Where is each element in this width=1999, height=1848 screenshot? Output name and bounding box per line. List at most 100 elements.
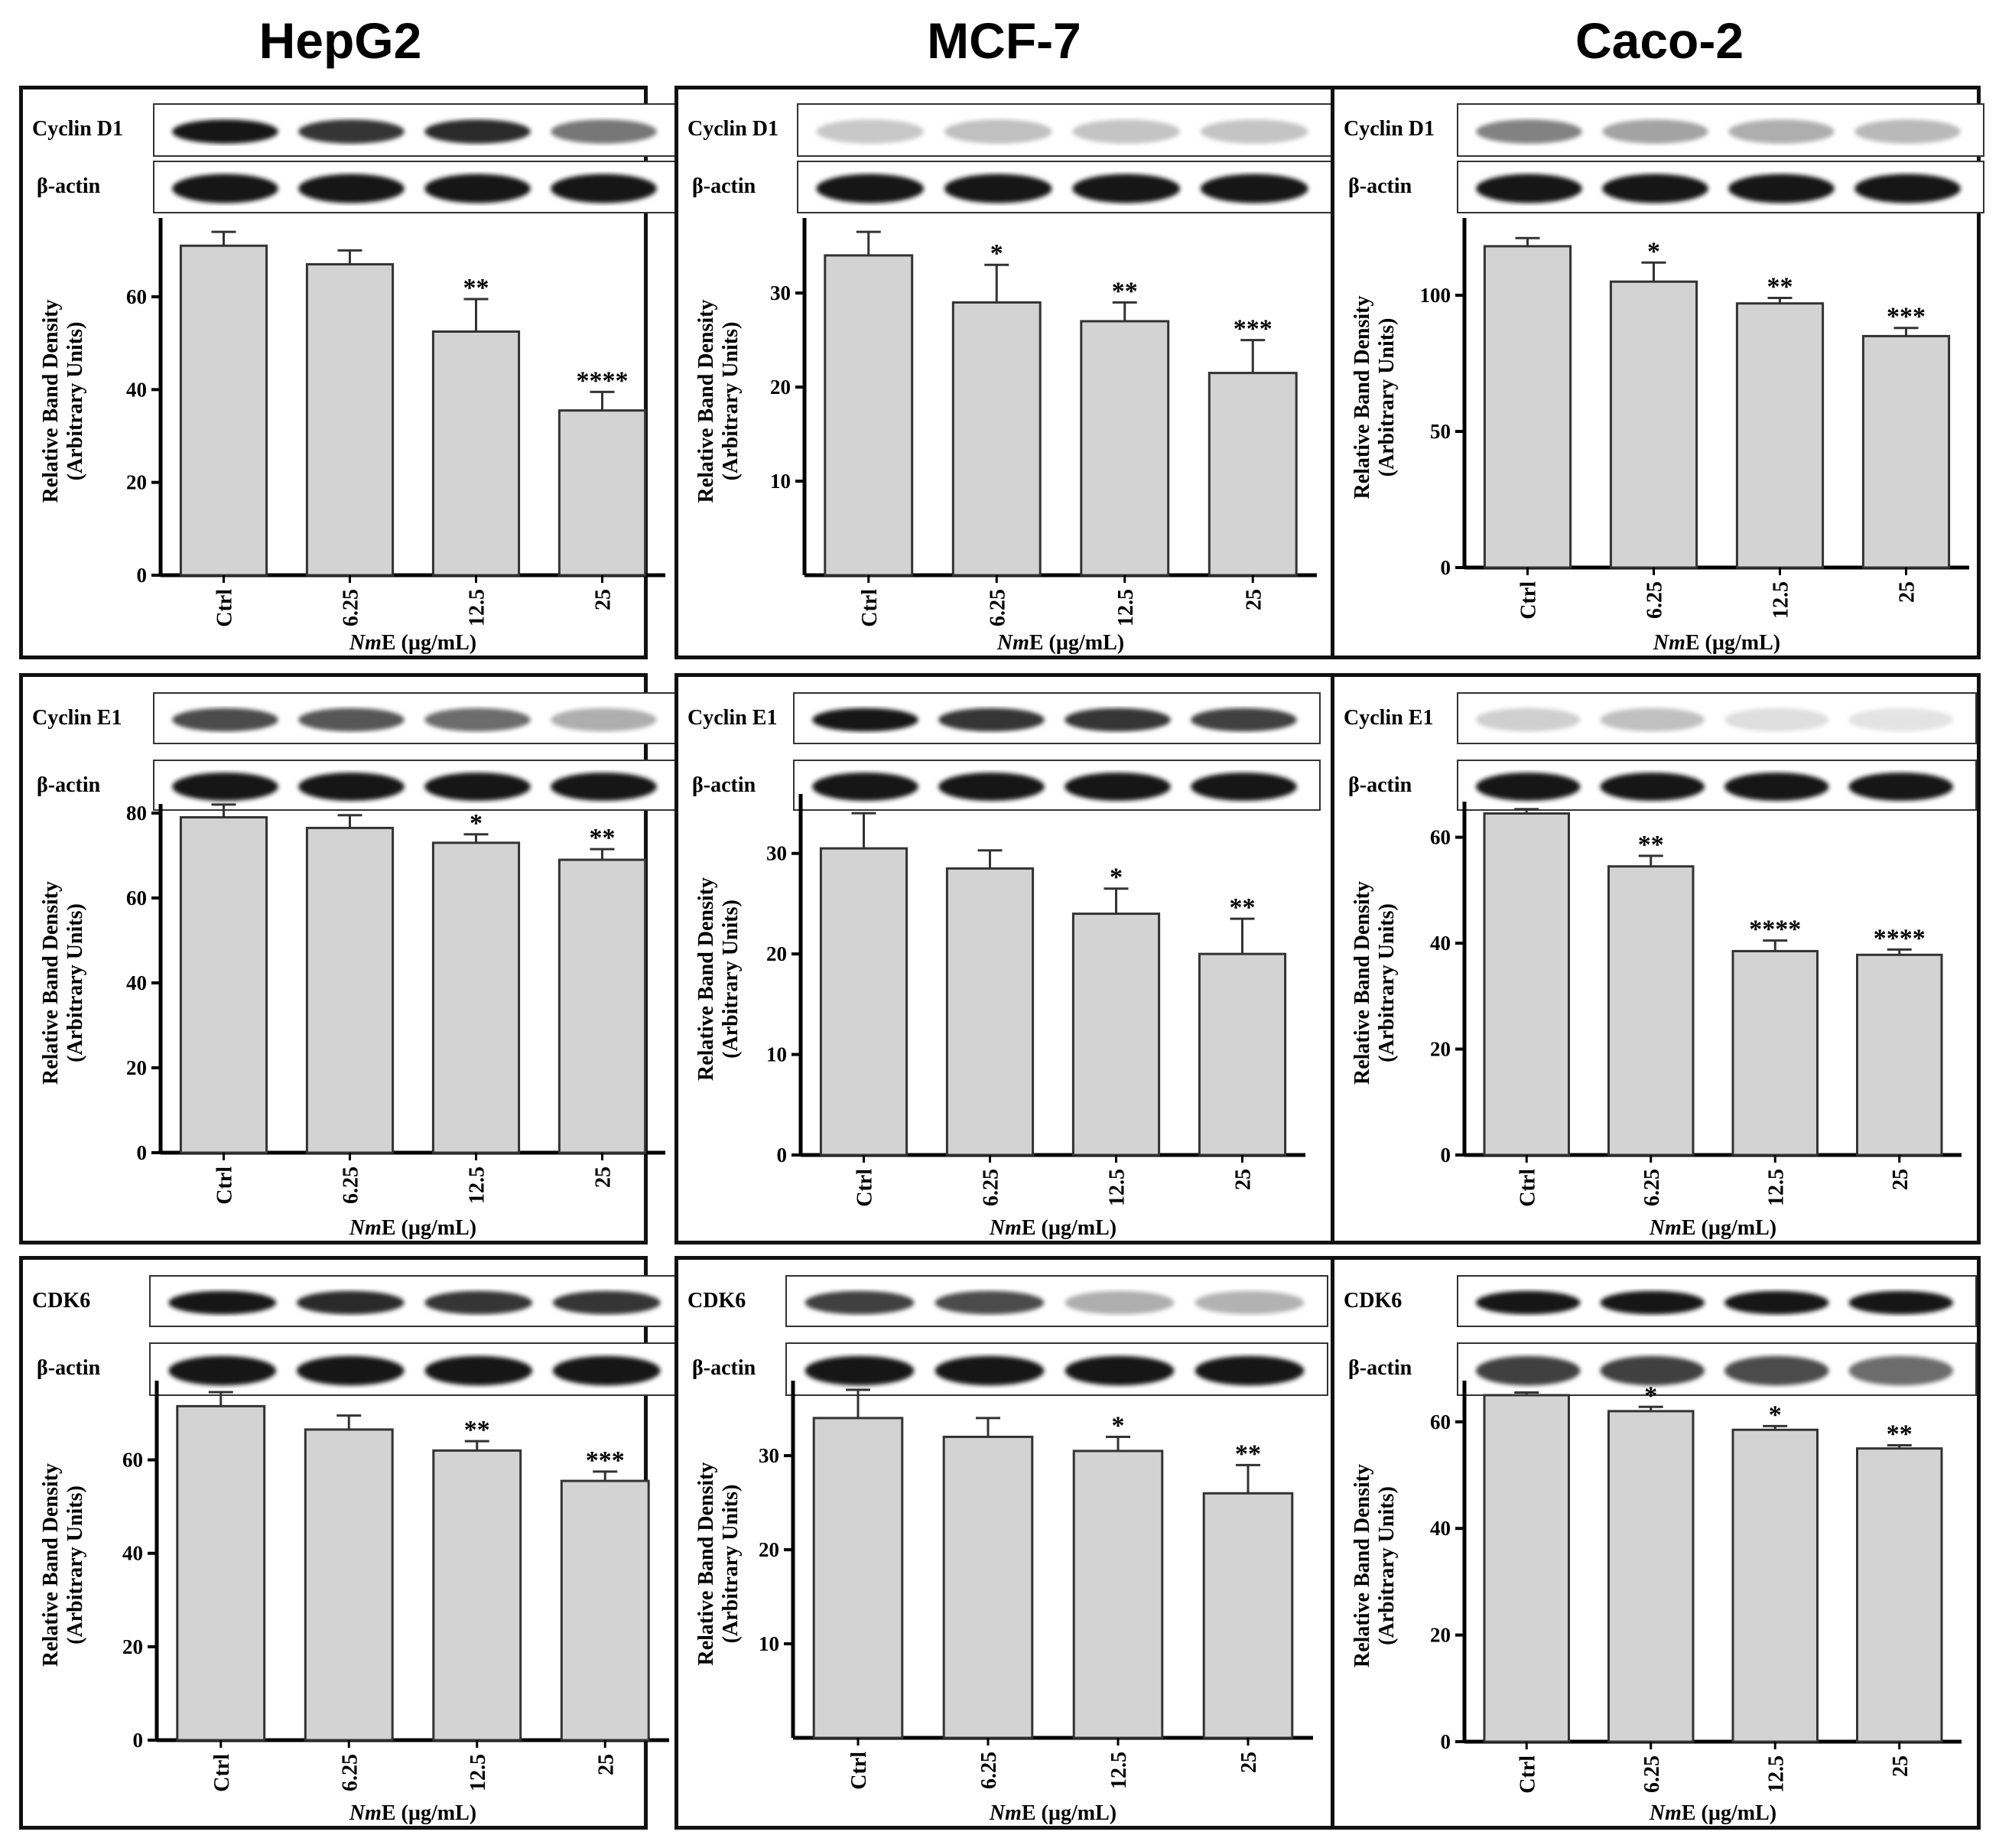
y-tick-label: 50 [1430, 420, 1451, 443]
category-label: 12.5 [1107, 1752, 1131, 1789]
band-protein [172, 708, 278, 732]
category-label: Ctrl [858, 589, 882, 627]
y-axis-title-line2: (Arbitrary Units) [1375, 1486, 1399, 1645]
category-label: 12.5 [1770, 581, 1793, 619]
chart-mcf-7-cdk6: 10 20 30 Relative Band Density (Arbitrary Un… [694, 1381, 1313, 1825]
bar-25 [1861, 334, 1951, 569]
bar-6-25 [304, 1428, 394, 1742]
y-tick-label: 20 [759, 1538, 779, 1561]
blot-strip-actin [785, 1342, 1328, 1396]
y-axis-title-line2: (Arbitrary Units) [1375, 903, 1399, 1062]
bar-ctrl [1483, 812, 1570, 1157]
chart-caco-2-cyclin-e1: 0 20 40 60 Relative Band Density (Arbitrary U… [1351, 802, 1962, 1240]
band-protein [172, 119, 278, 144]
y-tick-label: 30 [770, 281, 791, 304]
category-label: 12.5 [466, 589, 489, 626]
blot-strip-actin [153, 760, 681, 811]
category-label: 25 [1232, 1169, 1256, 1190]
bar-25 [1198, 952, 1287, 1157]
bar-12-5 [1731, 949, 1819, 1157]
category-label: 6.25 [340, 589, 363, 626]
significance-marker: * [990, 239, 1003, 268]
band-actin [424, 773, 531, 801]
significance-marker: ** [1767, 273, 1793, 301]
blot-strip-protein [785, 1275, 1328, 1327]
bar-ctrl [819, 847, 908, 1157]
y-tick-label: 60 [126, 887, 147, 909]
y-axis-title-line1: Relative Band Density [1351, 1464, 1374, 1667]
x-axis-title: NmE (µg/mL) [989, 1801, 1117, 1825]
y-tick-label: 0 [1441, 1144, 1451, 1166]
y-tick-label: 20 [122, 1635, 143, 1658]
bar-6-25 [305, 263, 395, 577]
y-tick-label: 10 [770, 470, 791, 493]
significance-marker: *** [1234, 315, 1273, 343]
panel-caco-2-cyclin-d1: Cyclin D1 β-actin 0 50 100 Relative Band Dens… [1331, 86, 1984, 659]
band-actin [551, 174, 657, 203]
column-title-caco2: Caco-2 [1575, 12, 1744, 69]
bar-25 [1856, 953, 1943, 1157]
blot-image [172, 119, 657, 144]
blot-label-actin: β-actin [37, 773, 101, 797]
significance-marker: * [1647, 237, 1660, 265]
x-axis-title: NmE (µg/mL) [989, 1216, 1117, 1240]
y-axis-title-line2: (Arbitrary Units) [719, 1485, 743, 1644]
bar-ctrl [1483, 245, 1572, 569]
bar-ctrl [179, 816, 268, 1154]
category-label: 6.25 [1643, 581, 1667, 619]
band-protein [168, 1290, 277, 1315]
band-actin [552, 1355, 661, 1386]
y-tick-label: 60 [1430, 1410, 1451, 1433]
band-protein [812, 708, 918, 732]
x-axis-title: NmE (µg/mL) [1653, 631, 1780, 655]
y-tick-label: 40 [126, 378, 147, 401]
category-label: Ctrl [1516, 1169, 1539, 1207]
band-actin [816, 174, 925, 203]
bar-12-5 [432, 1449, 522, 1742]
band-actin [934, 1355, 1045, 1386]
category-label: 6.25 [980, 1169, 1003, 1206]
blot-label-protein: CDK6 [32, 1289, 91, 1313]
category-label: Ctrl [213, 1166, 237, 1205]
band-actin [1724, 773, 1829, 801]
blot-label-protein: Cyclin E1 [32, 706, 122, 730]
category-label: Ctrl [1516, 1755, 1539, 1794]
blot-image [804, 1290, 1305, 1315]
panel-mcf-7-cyclin-d1: Cyclin D1 β-actin 10 20 30 Relative Band Dens… [674, 86, 1340, 659]
blot-strip-protein [1457, 1275, 1977, 1327]
category-label: 25 [592, 589, 616, 610]
blot-image [1476, 708, 1953, 732]
blot-label-protein: Cyclin D1 [32, 117, 123, 141]
significance-marker: **** [577, 366, 629, 395]
y-tick-label: 100 [1420, 284, 1451, 307]
category-label: Ctrl [1517, 581, 1541, 620]
band-protein [551, 708, 657, 732]
category-label: 25 [1242, 589, 1266, 610]
y-tick-label: 20 [1430, 1624, 1451, 1647]
category-label: Ctrl [210, 1754, 234, 1792]
y-tick-label: 80 [126, 802, 147, 825]
y-tick-label: 20 [770, 376, 791, 399]
panel-hepg2-cyclin-e1: Cyclin E1 β-actin 0 20 40 60 80 Relative Band D… [19, 673, 681, 1244]
significance-marker: ** [590, 824, 616, 852]
category-label: 25 [1889, 1169, 1913, 1190]
x-axis-title: NmE (µg/mL) [349, 1801, 476, 1825]
category-label: 6.25 [977, 1752, 1001, 1789]
category-label: 6.25 [1640, 1169, 1664, 1206]
y-axis-title-line2: (Arbitrary Units) [719, 900, 743, 1059]
blot-label-actin: β-actin [692, 773, 756, 797]
bar-12-5 [1080, 320, 1170, 577]
band-protein [551, 119, 657, 144]
blot-strip-actin [153, 161, 681, 213]
y-axis-title-line2: (Arbitrary Units) [63, 322, 87, 481]
significance-marker: * [470, 809, 483, 838]
y-axis-title-line1: Relative Band Density [39, 300, 63, 503]
y-axis-title-line1: Relative Band Density [694, 1462, 718, 1666]
band-protein [1602, 119, 1708, 144]
band-protein [1600, 708, 1705, 732]
category-label: 12.5 [466, 1754, 490, 1791]
y-tick-label: 60 [1430, 826, 1451, 849]
band-protein [1065, 1290, 1175, 1315]
significance-marker: * [1110, 864, 1123, 892]
y-tick-label: 10 [766, 1043, 787, 1066]
